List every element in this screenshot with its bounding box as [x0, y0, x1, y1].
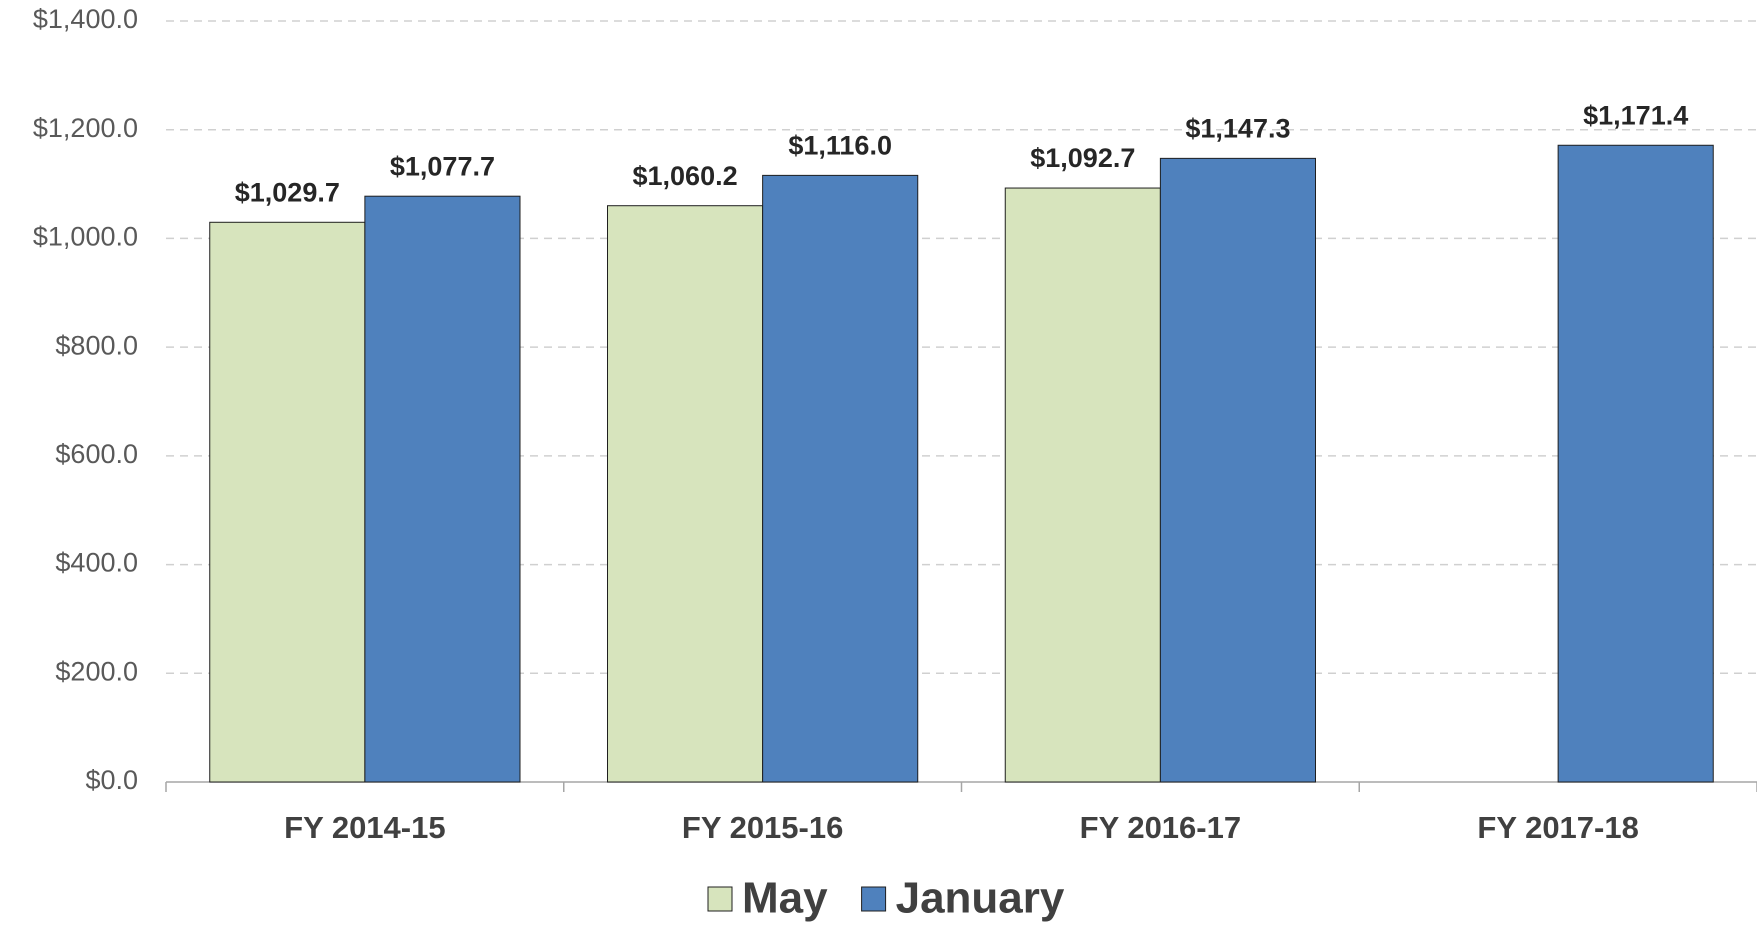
data-label: $1,092.7 — [1030, 143, 1135, 173]
y-tick-label: $1,400.0 — [33, 4, 138, 34]
y-tick-label: $600.0 — [55, 439, 138, 469]
legend-swatch — [707, 886, 733, 912]
bar — [209, 221, 366, 783]
y-tick-label: $0.0 — [85, 765, 138, 795]
legend-label: May — [742, 874, 828, 923]
bar — [364, 195, 521, 783]
y-tick-label: $800.0 — [55, 330, 138, 360]
data-label: $1,171.4 — [1583, 100, 1688, 130]
y-tick-label: $1,000.0 — [33, 222, 138, 252]
x-tick-label: FY 2016-17 — [1080, 810, 1241, 845]
legend-label: January — [896, 874, 1065, 923]
bar — [607, 205, 764, 783]
legend-swatch — [861, 886, 887, 912]
data-label: $1,116.0 — [788, 130, 892, 160]
y-tick-label: $200.0 — [55, 656, 138, 686]
y-tick-label: $400.0 — [55, 548, 138, 578]
bar — [1159, 157, 1316, 783]
data-label: $1,147.3 — [1185, 113, 1290, 143]
data-label: $1,077.7 — [390, 151, 495, 181]
x-tick-label: FY 2015-16 — [682, 810, 843, 845]
bar — [762, 174, 919, 783]
x-tick-label: FY 2014-15 — [284, 810, 445, 845]
data-label: $1,060.2 — [633, 161, 738, 191]
x-tick-label: FY 2017-18 — [1477, 810, 1638, 845]
bar — [1004, 187, 1161, 783]
y-tick-label: $1,200.0 — [33, 113, 138, 143]
data-label: $1,029.7 — [235, 177, 340, 207]
bar — [1557, 144, 1714, 783]
